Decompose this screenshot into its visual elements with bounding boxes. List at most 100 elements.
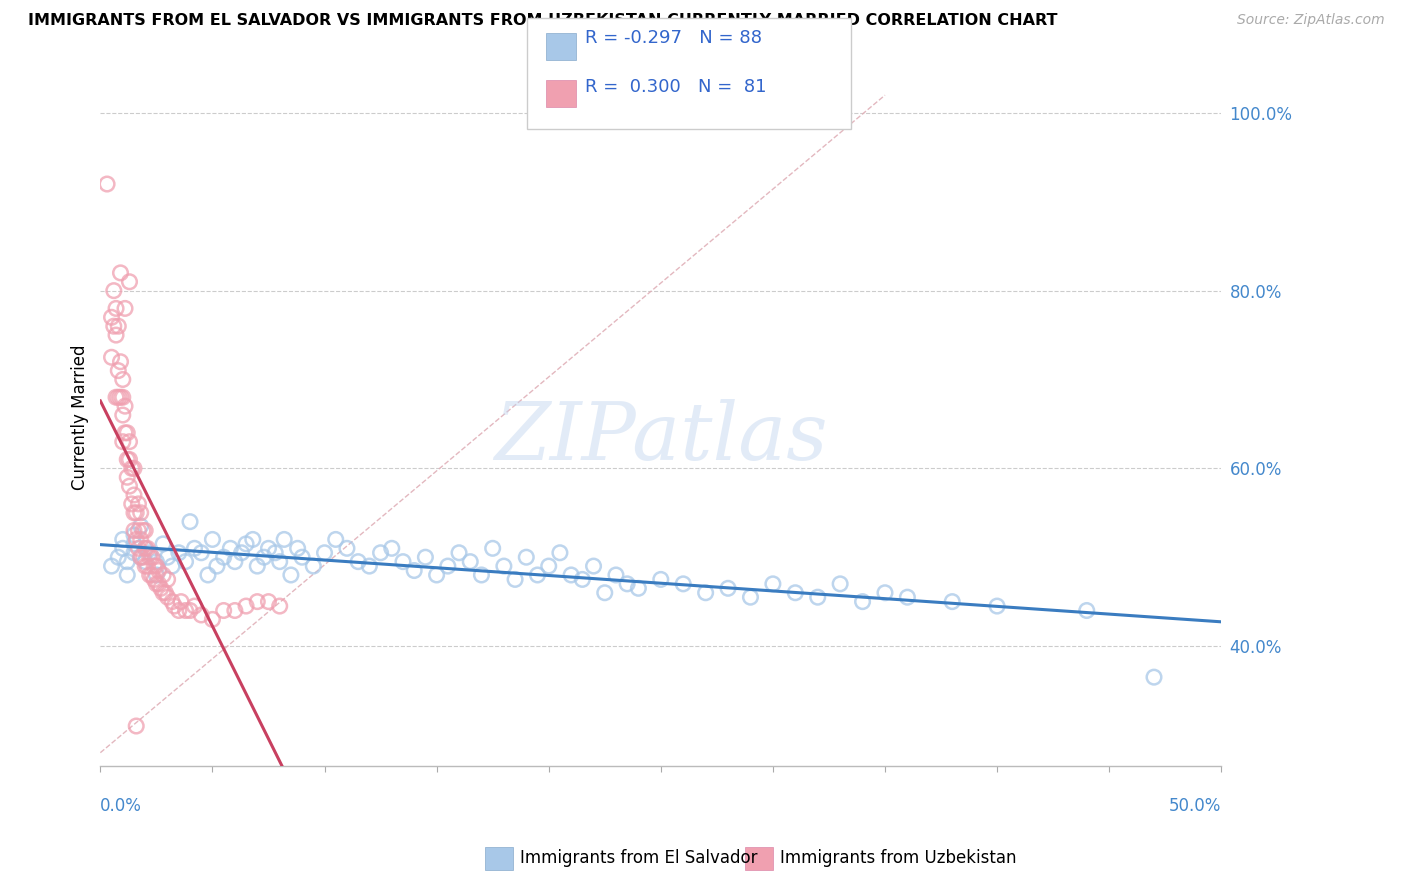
Point [156, 550, 179, 565]
Point [117, 555, 139, 569]
Point [415, 550, 437, 565]
Point [212, 603, 235, 617]
Point [145, 559, 167, 574]
Point [190, 607, 212, 622]
Point [118, 434, 141, 449]
Point [235, 599, 257, 613]
Point [291, 550, 314, 565]
Point [127, 541, 149, 556]
Point [503, 573, 526, 587]
Point [110, 355, 132, 369]
Point [246, 594, 269, 608]
Point [458, 555, 481, 569]
Point [347, 555, 370, 569]
Point [129, 519, 152, 533]
Point [103, 319, 125, 334]
Point [896, 590, 918, 604]
Point [515, 550, 537, 565]
Point [246, 559, 269, 574]
Point [163, 599, 186, 613]
Point [830, 577, 852, 591]
Point [148, 577, 170, 591]
Point [129, 533, 152, 547]
Point [616, 577, 638, 591]
Text: ZIPatlas: ZIPatlas [494, 400, 828, 477]
Point [117, 568, 139, 582]
Point [593, 586, 616, 600]
Point [447, 546, 470, 560]
Text: Immigrants from Uzbekistan: Immigrants from Uzbekistan [780, 849, 1017, 867]
Point [560, 568, 582, 582]
Point [132, 550, 155, 565]
Point [107, 363, 129, 377]
Point [359, 559, 381, 574]
Point [873, 586, 896, 600]
Point [111, 541, 134, 556]
Point [105, 301, 128, 316]
Point [111, 372, 134, 386]
Point [111, 408, 134, 422]
Point [548, 546, 571, 560]
Point [381, 541, 404, 556]
Point [111, 434, 134, 449]
Point [156, 573, 179, 587]
Point [174, 603, 197, 617]
Text: 50.0%: 50.0% [1168, 797, 1222, 814]
Point [160, 559, 183, 574]
Point [404, 564, 426, 578]
Point [152, 568, 174, 582]
Point [111, 390, 134, 404]
Point [125, 719, 148, 733]
Point [314, 546, 336, 560]
Point [205, 559, 228, 574]
Point [190, 546, 212, 560]
Point [134, 541, 156, 556]
Text: Source: ZipAtlas.com: Source: ZipAtlas.com [1237, 13, 1385, 28]
Point [253, 550, 276, 565]
Point [155, 586, 177, 600]
Point [470, 568, 492, 582]
Point [302, 559, 325, 574]
Point [264, 546, 287, 560]
Point [114, 425, 136, 440]
Point [127, 497, 149, 511]
Point [118, 479, 141, 493]
Point [197, 568, 219, 582]
Point [325, 533, 347, 547]
Point [179, 603, 201, 617]
Point [179, 515, 201, 529]
Point [129, 550, 152, 565]
Point [201, 533, 224, 547]
Point [121, 461, 143, 475]
Point [122, 488, 145, 502]
Point [105, 390, 128, 404]
Point [170, 594, 193, 608]
Point [280, 568, 302, 582]
Point [219, 541, 242, 556]
Point [107, 319, 129, 334]
Point [740, 590, 762, 604]
Point [125, 533, 148, 547]
Point [851, 594, 873, 608]
Point [138, 568, 160, 582]
Point [100, 559, 122, 574]
Point [145, 577, 167, 591]
Point [107, 550, 129, 565]
Point [212, 550, 235, 565]
Point [269, 555, 291, 569]
Point [110, 390, 132, 404]
Point [152, 537, 174, 551]
Point [183, 541, 205, 556]
Point [129, 550, 152, 565]
Text: Immigrants from El Salvador: Immigrants from El Salvador [520, 849, 758, 867]
Point [136, 559, 159, 574]
Point [986, 599, 1008, 613]
Point [100, 351, 122, 365]
Point [492, 559, 515, 574]
Point [114, 301, 136, 316]
Point [785, 586, 807, 600]
Point [269, 599, 291, 613]
Point [160, 594, 183, 608]
Point [582, 559, 605, 574]
Point [122, 546, 145, 560]
